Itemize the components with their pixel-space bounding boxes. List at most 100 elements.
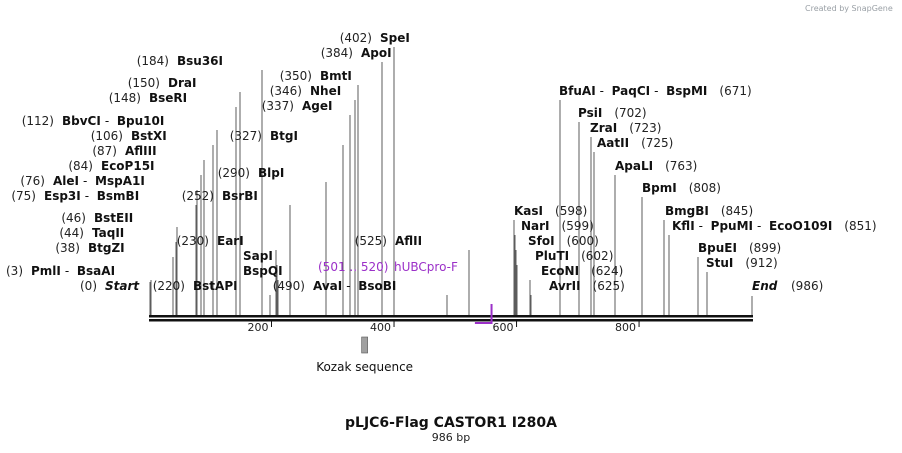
start-position: (0) xyxy=(80,279,97,293)
site-label: (84) EcoP15I xyxy=(68,159,154,173)
site-position: (106) xyxy=(91,129,123,143)
site-position: (252) xyxy=(182,189,214,203)
enzyme-separator: - xyxy=(600,84,604,98)
site-position: (763) xyxy=(665,159,697,173)
site-position: (851) xyxy=(844,219,876,233)
site-label: (490) AvaI - BsoBI xyxy=(273,279,397,293)
site-position: (84) xyxy=(68,159,93,173)
site-position: (76) xyxy=(20,174,45,188)
end-position: (986) xyxy=(791,279,823,293)
site-position: (3) xyxy=(6,264,23,278)
site-position: (327) xyxy=(230,129,262,143)
axis-ticks: 200 400 600 800 xyxy=(248,321,640,334)
enzyme-name: NarI xyxy=(521,219,550,233)
site-position: (350) xyxy=(280,69,312,83)
site-position: (220) xyxy=(153,279,185,293)
site-label: BfuAI - PaqCI - BspMI (671) xyxy=(559,84,752,98)
enzyme-separator: - xyxy=(346,279,350,293)
site-label: (327) BtgI xyxy=(230,129,298,143)
site-position: (490) xyxy=(273,279,305,293)
enzyme-name: BsmBI xyxy=(97,189,139,203)
site-label: (384) ApoI xyxy=(321,46,392,60)
site-label: BspQI xyxy=(243,264,283,278)
enzyme-name: MspA1I xyxy=(95,174,145,188)
site-leader-lines xyxy=(149,47,753,315)
site-label: (346) NheI xyxy=(270,84,341,98)
enzyme-name: AgeI xyxy=(302,99,332,113)
enzyme-name: BsrBI xyxy=(222,189,258,203)
site-label: (106) BstXI xyxy=(91,129,167,143)
enzyme-name: SpeI xyxy=(380,31,410,45)
enzyme-name: BpmI xyxy=(642,181,677,195)
site-position: (75) xyxy=(11,189,36,203)
site-position: (600) xyxy=(567,234,599,248)
site-label: (220) BstAPI xyxy=(153,279,238,293)
site-position: (38) xyxy=(55,241,80,255)
enzyme-name: ApoI xyxy=(361,46,392,60)
enzyme-name: KflI xyxy=(672,219,695,233)
enzyme-name: BstAPI xyxy=(193,279,238,293)
enzyme-name: BtgZI xyxy=(88,241,125,255)
enzyme-name: PpuMI xyxy=(711,219,753,233)
site-label: KasI (598) xyxy=(514,204,587,218)
site-position: (671) xyxy=(719,84,751,98)
feature-box xyxy=(361,336,368,354)
enzyme-name: SfoI xyxy=(528,234,555,248)
enzyme-name: AatII xyxy=(597,136,629,150)
site-position: (624) xyxy=(591,264,623,278)
site-position: (112) xyxy=(22,114,54,128)
enzyme-name: AflIII xyxy=(125,144,157,158)
site-label: (525) AflII xyxy=(355,234,422,248)
site-position: (337) xyxy=(262,99,294,113)
enzyme-name: NheI xyxy=(310,84,341,98)
primer-arrow xyxy=(474,304,493,324)
site-label: KflI - PpuMI - EcoO109I (851) xyxy=(672,219,877,233)
site-label: (337) AgeI xyxy=(262,99,333,113)
site-label: (252) BsrBI xyxy=(182,189,258,203)
site-position: (46) xyxy=(61,211,86,225)
enzyme-name: BsaAI xyxy=(77,264,115,278)
feature-label: Kozak sequence xyxy=(316,360,413,374)
site-label: (230) EarI xyxy=(177,234,244,248)
axis-tick-label: 600 xyxy=(493,321,514,334)
enzyme-name: BspQI xyxy=(243,264,283,278)
enzyme-name: DraI xyxy=(168,76,196,90)
site-label: EcoNI (624) xyxy=(541,264,623,278)
enzyme-name: BseRI xyxy=(149,91,187,105)
site-label: (87) AflIII xyxy=(92,144,156,158)
enzyme-name: EcoNI xyxy=(541,264,579,278)
enzyme-name: Bpu10I xyxy=(117,114,164,128)
site-label: PsiI (702) xyxy=(578,106,647,120)
site-position: (599) xyxy=(562,219,594,233)
site-label: StuI (912) xyxy=(706,256,778,270)
site-label: ZraI (723) xyxy=(590,121,661,135)
site-position: (384) xyxy=(321,46,353,60)
site-label: AvrII (625) xyxy=(549,279,625,293)
enzyme-name: TaqII xyxy=(92,226,124,240)
sequence-end: End (986) xyxy=(752,279,823,293)
site-position: (808) xyxy=(689,181,721,195)
site-position: (725) xyxy=(641,136,673,150)
map-title: pLJC6-Flag CASTOR1 I280A xyxy=(345,415,557,431)
end-label: End xyxy=(752,279,778,293)
site-label: SapI xyxy=(243,249,273,263)
site-label: (46) BstEII xyxy=(61,211,133,225)
site-position: (402) xyxy=(340,31,372,45)
enzyme-name: BlpI xyxy=(258,166,284,180)
enzyme-name: Bsu36I xyxy=(177,54,223,68)
enzyme-name: AleI xyxy=(53,174,79,188)
map-length: 986 bp xyxy=(432,431,470,444)
enzyme-name: PsiI xyxy=(578,106,602,120)
site-label: AatII (725) xyxy=(597,136,673,150)
enzyme-name: BstEII xyxy=(94,211,133,225)
site-label: (290) BlpI xyxy=(218,166,285,180)
enzyme-separator: - xyxy=(85,189,89,203)
site-label: (112) BbvCI - Bpu10I xyxy=(22,114,165,128)
start-label: Start xyxy=(105,279,140,293)
feature-track: Kozak sequence xyxy=(316,336,413,374)
enzyme-name: SapI xyxy=(243,249,273,263)
enzyme-name: PluTI xyxy=(535,249,569,263)
site-label: (44) TaqII xyxy=(59,226,124,240)
enzyme-separator: - xyxy=(105,114,109,128)
